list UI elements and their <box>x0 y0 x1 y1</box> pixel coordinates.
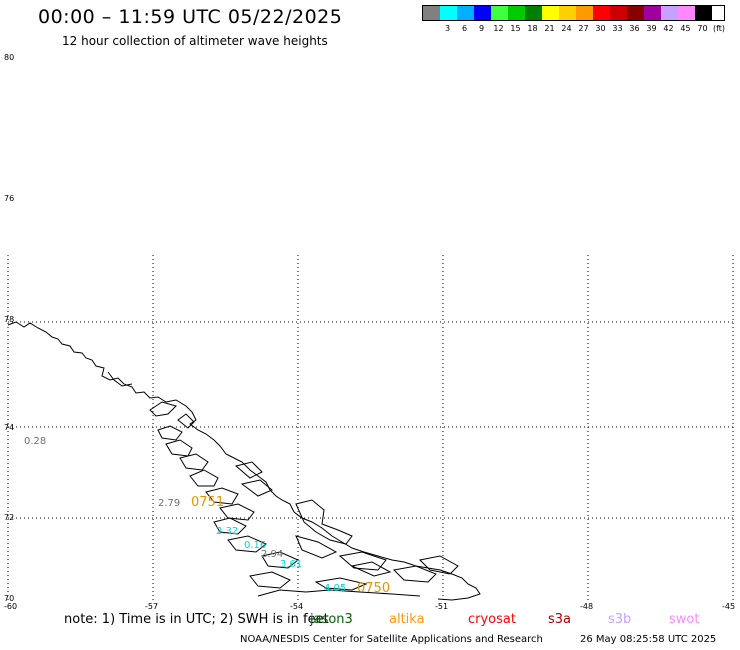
legend-tick-label: 9 <box>478 24 485 33</box>
legend-swatch <box>610 6 627 20</box>
legend-tick-label: 36 <box>629 24 640 33</box>
legend-labels: 3 6 9 12 15 18 21 24 27 30 33 36 39 42 45 70 (ft) <box>422 24 725 33</box>
wave-height-label: 2.94 <box>261 549 283 560</box>
legend-tick-label: 15 <box>510 24 521 33</box>
legend-swatch <box>661 6 678 20</box>
wave-height-label: 2.79 <box>158 498 180 509</box>
wave-height-label: 0.28 <box>24 436 46 447</box>
legend-swatch <box>491 6 508 20</box>
lon-label: -57 <box>145 602 158 611</box>
legend-tick-label: 42 <box>663 24 674 33</box>
legend-swatch <box>627 6 644 20</box>
legend-tick-label: 21 <box>544 24 555 33</box>
legend-swatch <box>508 6 525 20</box>
legend-swatch <box>457 6 474 20</box>
legend-tick-label: 27 <box>578 24 589 33</box>
lon-label: -45 <box>722 602 735 611</box>
legend-color-bar <box>422 5 726 21</box>
lon-label: -48 <box>580 602 593 611</box>
legend-unit: (ft) <box>713 24 726 33</box>
lat-label: 74 <box>4 423 14 432</box>
map-title: 00:00 – 11:59 UTC 05/22/2025 <box>38 6 343 28</box>
wave-height-label: 4.05 <box>324 583 346 594</box>
pass-time-label: 0750 <box>357 581 390 596</box>
generated-timestamp: 26 May 08:25:58 UTC 2025 <box>580 634 717 645</box>
satellite-s3b-label: s3b <box>608 612 632 627</box>
lat-label: 72 <box>4 513 14 522</box>
wave-height-legend: 3 6 9 12 15 18 21 24 27 30 33 36 39 42 45 70 (ft) <box>422 5 726 33</box>
legend-tick-label: 6 <box>461 24 468 33</box>
satellite-cryosat-label: cryosat <box>468 612 516 627</box>
lat-label: 78 <box>4 315 14 324</box>
graticule <box>7 255 736 600</box>
legend-swatch <box>695 6 712 20</box>
satellite-s3a-label: s3a <box>548 612 572 627</box>
legend-swatch <box>525 6 542 20</box>
legend-swatch <box>644 6 661 20</box>
legend-swatch <box>678 6 695 20</box>
wave-height-label: 2.32 <box>216 526 238 537</box>
legend-swatch <box>423 6 440 20</box>
pass-time-label: 0751 <box>191 495 224 510</box>
coastline <box>7 321 481 601</box>
legend-tick-label: 24 <box>561 24 572 33</box>
observations: 0.28 2.79 0751 2.32 0.16 2.94 3.61 4.05 … <box>24 436 390 596</box>
satellite-swot-label: swot <box>669 612 700 627</box>
wave-height-label: 3.61 <box>280 559 302 570</box>
legend-tick-label: 39 <box>646 24 657 33</box>
map-subtitle: 12 hour collection of altimeter wave hei… <box>62 34 328 48</box>
legend-swatch <box>559 6 576 20</box>
lon-label: -54 <box>290 602 303 611</box>
credit-line: NOAA/NESDIS Center for Satellite Applica… <box>240 634 543 645</box>
legend-tick-label: 70 <box>697 24 708 33</box>
legend-swatch <box>576 6 593 20</box>
satellite-altika-label: altika <box>389 612 425 627</box>
lat-label: 76 <box>4 194 14 203</box>
legend-swatch <box>440 6 457 20</box>
legend-tick-label: 18 <box>527 24 538 33</box>
satellite-jason3-label: jason3 <box>310 612 353 627</box>
legend-tick-label: 30 <box>595 24 606 33</box>
lat-label: 80 <box>4 53 14 62</box>
lat-label: 70 <box>4 594 14 603</box>
legend-tick-label: 12 <box>493 24 504 33</box>
legend-tick-label: 45 <box>680 24 691 33</box>
legend-tick-label: 33 <box>612 24 623 33</box>
legend-swatch <box>474 6 491 20</box>
lon-label: -51 <box>435 602 448 611</box>
wave-height-label: 0.16 <box>244 540 266 551</box>
lon-label: -60 <box>4 602 17 611</box>
footer-note: note: 1) Time is in UTC; 2) SWH is in fe… <box>64 612 329 627</box>
legend-swatch <box>593 6 610 20</box>
legend-tick-label: 3 <box>444 24 451 33</box>
legend-swatch <box>542 6 559 20</box>
